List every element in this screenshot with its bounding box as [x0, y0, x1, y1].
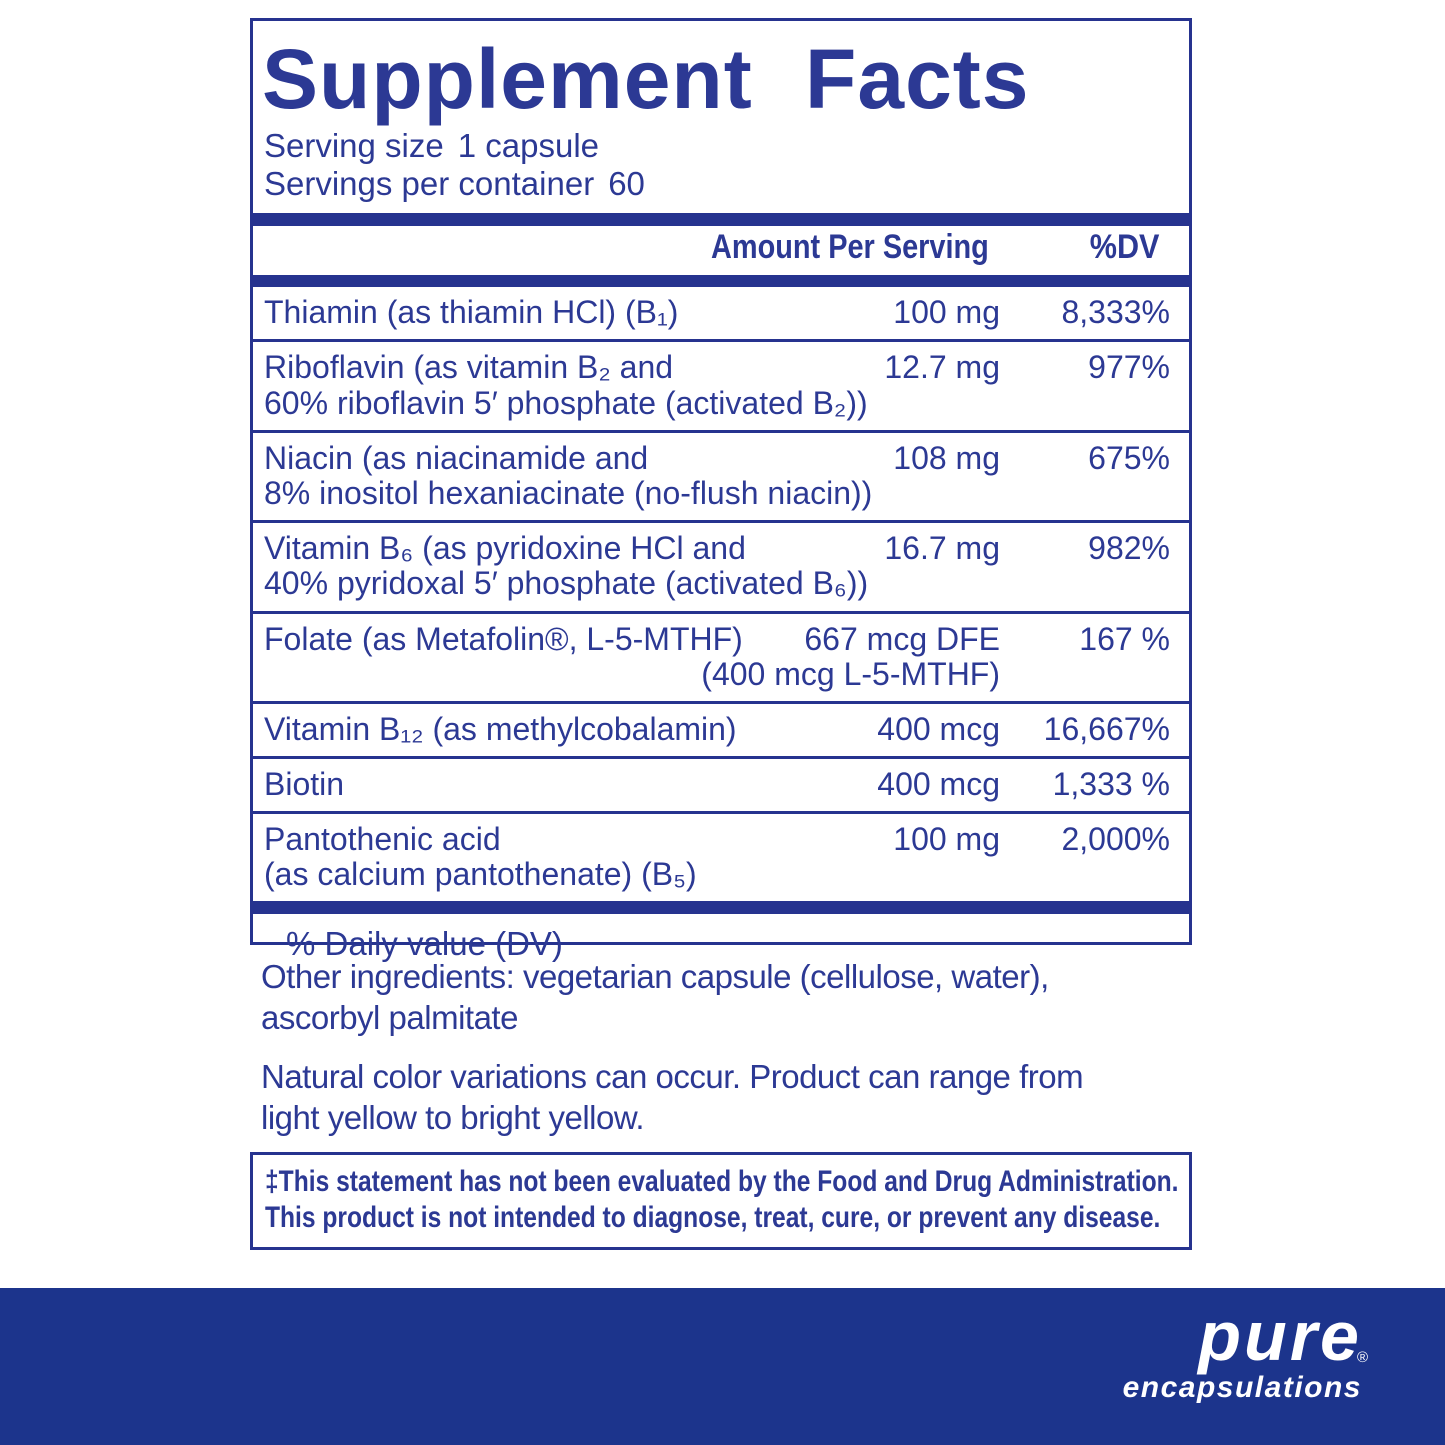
row-dv: 8,333%: [1061, 294, 1170, 331]
table-row-biotin: Biotin 400 mcg 1,333 %: [253, 755, 1189, 811]
row-name-line2: 40% pyridoxal 5′ phosphate (activated B₆…: [264, 565, 869, 602]
servings-per-container-row: Servings per container 60: [264, 165, 1178, 203]
table-row-pantothenic-acid: Pantothenic acid (as calcium pantothenate…: [253, 810, 1189, 901]
panel-title: Supplement Facts: [262, 32, 1030, 126]
row-amount: 108 mg: [893, 439, 1000, 476]
disclaimer-line1: ‡This statement has not been evaluated b…: [265, 1165, 1179, 1198]
daily-value-footnote: % Daily value (DV): [286, 925, 563, 963]
row-amount: 400 mcg: [877, 765, 1000, 802]
brand-subtitle-line: ® encapsulations: [1122, 1349, 1368, 1405]
row-name: Riboflavin (as vitamin B₂ and: [264, 349, 674, 386]
row-dv: 2,000%: [1061, 820, 1170, 857]
color-variation-text: Natural color variations can occur. Prod…: [261, 1056, 1084, 1139]
table-row-vitamin-b12: Vitamin B₁₂ (as methylcobalamin) 400 mcg…: [253, 700, 1189, 756]
serving-info: Serving size 1 capsule Servings per conta…: [264, 127, 1178, 202]
row-amount-line2: (400 mcg L-5-MTHF): [701, 655, 1000, 692]
thick-divider-bottom: [253, 901, 1189, 915]
other-ingredients-line2: ascorbyl palmitate: [261, 999, 518, 1037]
amount-per-serving-header: Amount Per Serving: [711, 228, 989, 267]
row-amount: 100 mg: [893, 294, 1000, 331]
row-name: Niacin (as niacinamide and: [264, 439, 649, 476]
row-dv: 1,333 %: [1052, 765, 1170, 802]
table-row-niacin: Niacin (as niacinamide and 8% inositol he…: [253, 429, 1189, 520]
brand-name: pure: [1198, 1297, 1362, 1375]
serving-size-label: Serving size: [264, 127, 444, 164]
thick-divider-top: [253, 213, 1189, 227]
row-name: Vitamin B₆ (as pyridoxine HCl and: [264, 530, 746, 567]
color-variation-line2: light yellow to bright yellow.: [261, 1099, 645, 1137]
bottom-band: pure ® encapsulations: [0, 1288, 1445, 1445]
row-dv: 675%: [1088, 439, 1170, 476]
row-name: Biotin: [264, 765, 345, 802]
row-amount: 16.7 mg: [884, 530, 1000, 567]
brand-subtitle: encapsulations: [1122, 1371, 1362, 1405]
other-ingredients-text: Other ingredients: vegetarian capsule (c…: [261, 956, 1049, 1039]
disclaimer-line2: This product is not intended to diagnose…: [265, 1201, 1161, 1234]
supplement-facts-panel: Supplement Facts Serving size 1 capsule S…: [250, 18, 1192, 962]
row-amount: 400 mcg: [877, 710, 1000, 747]
other-ingredients-line1: Other ingredients: vegetarian capsule (c…: [261, 958, 1049, 995]
row-name: Vitamin B₁₂ (as methylcobalamin): [264, 710, 737, 747]
row-name-line2: 8% inositol hexaniacinate (no-flush niac…: [264, 474, 873, 511]
servings-per-container-value: 60: [608, 164, 645, 202]
row-dv: 167 %: [1079, 620, 1170, 657]
registered-trademark-icon: ®: [1356, 1349, 1368, 1367]
brand-logo: pure ® encapsulations: [1122, 1297, 1368, 1405]
table-row-folate: Folate (as Metafolin®, L-5-MTHF) 667 mcg…: [253, 610, 1189, 701]
color-variation-line1: Natural color variations can occur. Prod…: [261, 1058, 1084, 1095]
serving-size-value: 1 capsule: [457, 127, 600, 164]
thick-divider-header: [253, 275, 1189, 288]
table-row-riboflavin: Riboflavin (as vitamin B₂ and 60% ribofla…: [253, 339, 1189, 429]
row-dv: 982%: [1088, 530, 1170, 567]
row-name-line2: (as calcium pantothenate) (B₅): [264, 856, 697, 893]
serving-size-row: Serving size 1 capsule: [264, 127, 1178, 165]
dv-header: %DV: [1089, 228, 1159, 267]
row-amount: 667 mcg DFE: [804, 620, 1000, 657]
row-name: Folate (as Metafolin®, L-5-MTHF): [264, 620, 743, 657]
table-header: Amount Per Serving %DV: [264, 226, 1178, 275]
row-name: Thiamin (as thiamin HCl) (B₁): [264, 294, 679, 331]
row-dv: 977%: [1088, 349, 1170, 386]
fda-disclaimer-box: ‡This statement has not been evaluated b…: [250, 1152, 1192, 1250]
servings-per-container-label: Servings per container: [264, 164, 595, 202]
nutrient-table: Thiamin (as thiamin HCl) (B₁) 100 mg 8,3…: [253, 287, 1189, 901]
table-row-vitamin-b6: Vitamin B₆ (as pyridoxine HCl and 40% pyr…: [253, 520, 1189, 610]
row-amount: 100 mg: [893, 820, 1000, 857]
row-name-line2: 60% riboflavin 5′ phosphate (activated B…: [264, 384, 868, 421]
row-amount: 12.7 mg: [884, 349, 1000, 386]
table-row-thiamin: Thiamin (as thiamin HCl) (B₁) 100 mg 8,3…: [253, 287, 1189, 339]
row-name: Pantothenic acid: [264, 820, 501, 857]
row-dv: 16,667%: [1043, 710, 1170, 747]
